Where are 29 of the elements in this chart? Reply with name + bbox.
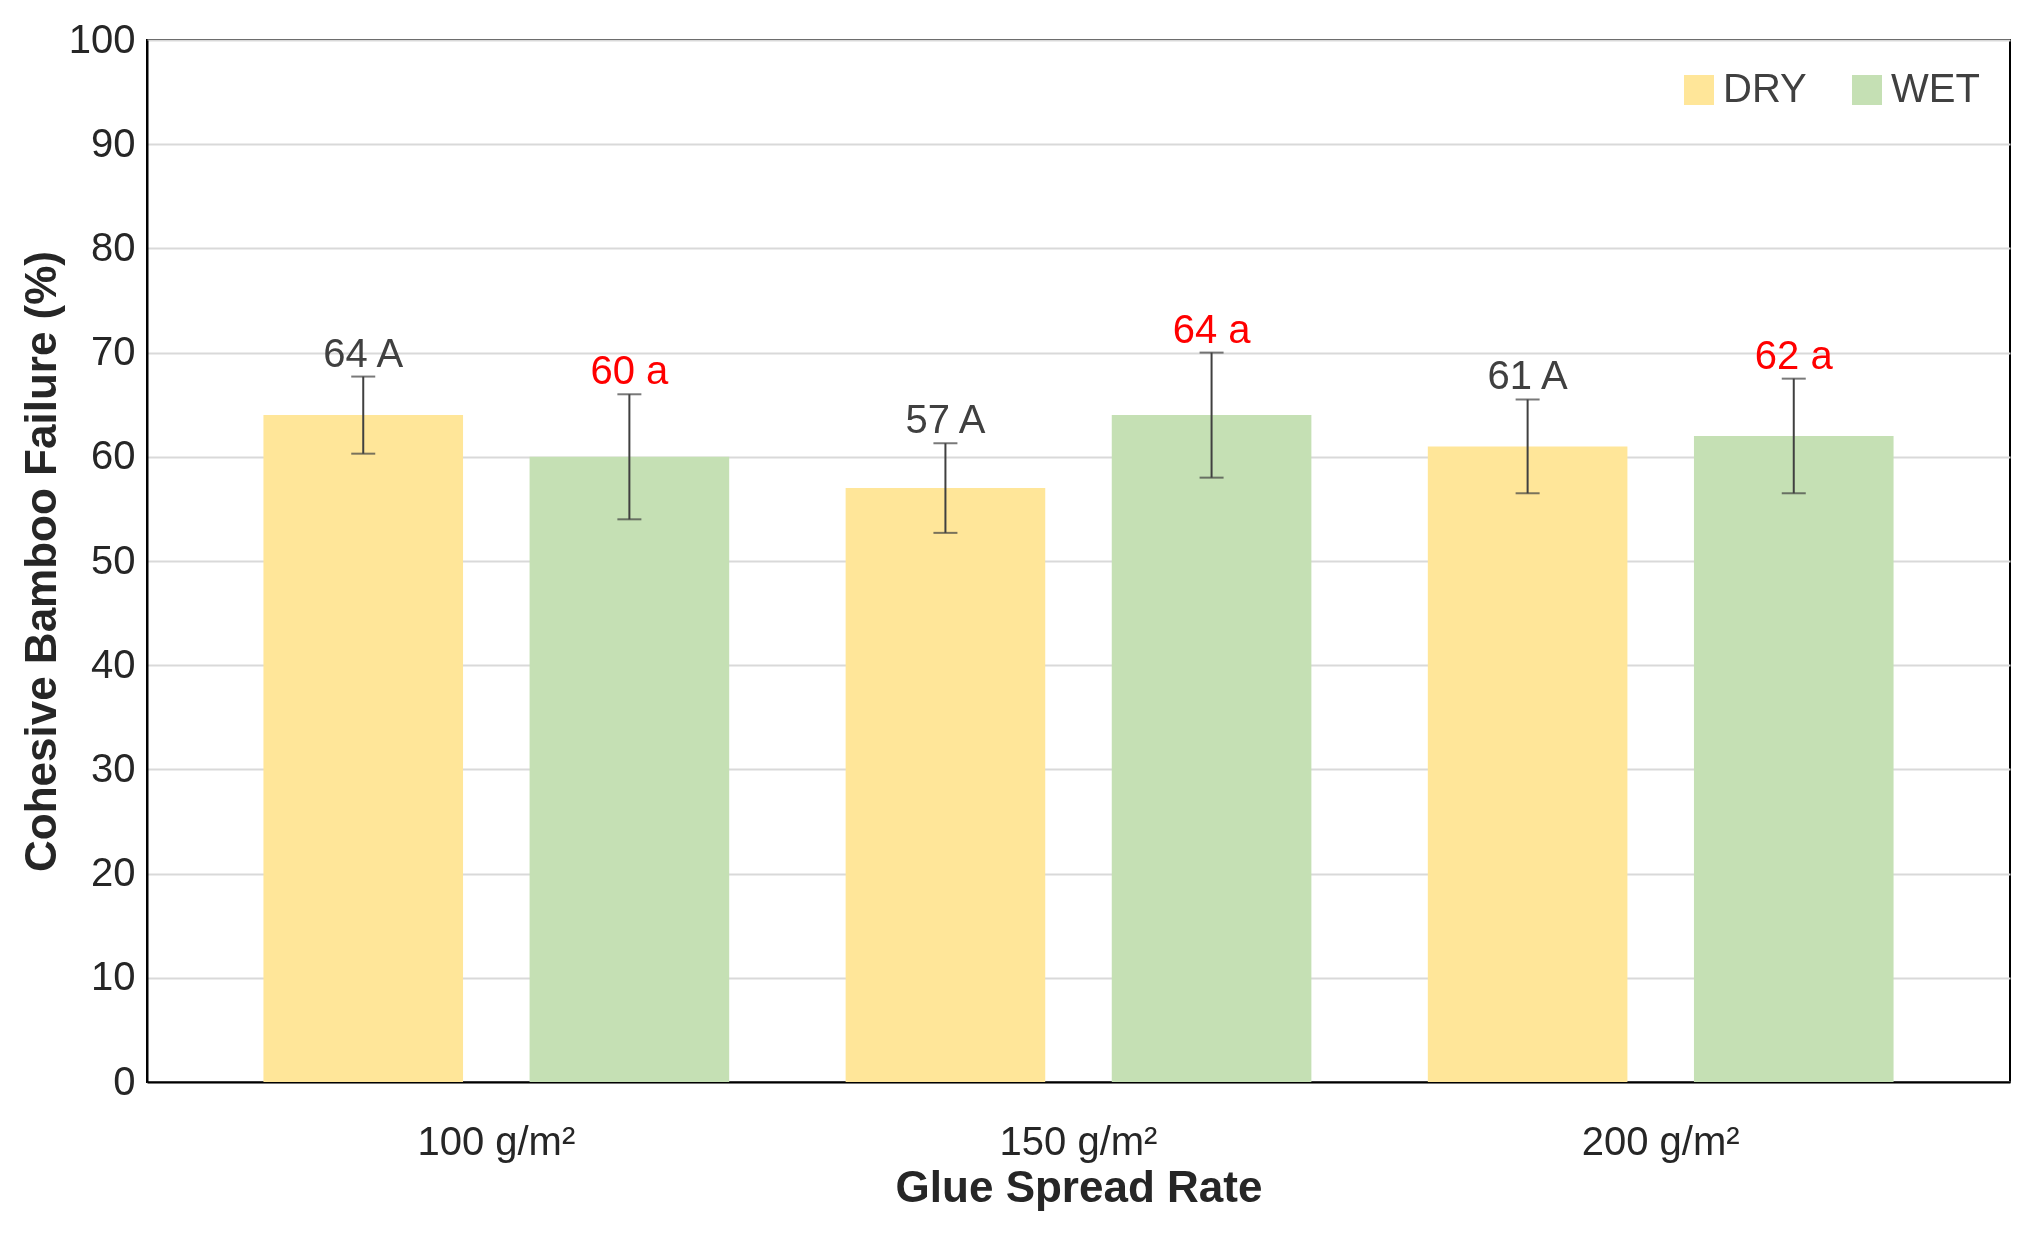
bar xyxy=(845,488,1046,1082)
y-tick-label: 70 xyxy=(91,329,136,374)
bar xyxy=(1111,415,1312,1082)
y-tick-label: 20 xyxy=(91,850,136,895)
data-label: 57 A xyxy=(905,397,986,442)
y-axis-title: Cohesive Bamboo Failure (%) xyxy=(15,250,65,873)
x-tick-label: 200 g/m² xyxy=(1581,1118,1740,1163)
y-tick-label: 10 xyxy=(91,954,136,999)
bar xyxy=(1427,446,1628,1082)
legend-label: DRY xyxy=(1723,66,1807,110)
y-tick-label: 60 xyxy=(91,433,136,478)
y-tick-label: 80 xyxy=(91,224,136,269)
y-tick-label: 50 xyxy=(91,537,136,582)
bar xyxy=(1693,435,1894,1082)
data-label: 64 A xyxy=(323,330,404,375)
y-tick-label: 0 xyxy=(113,1058,136,1103)
data-label: 62 a xyxy=(1754,332,1834,377)
data-label: 64 a xyxy=(1172,306,1252,351)
y-tick-label: 30 xyxy=(91,745,136,790)
data-label: 60 a xyxy=(590,348,670,393)
bar xyxy=(529,456,730,1082)
y-tick-label: 90 xyxy=(91,120,136,165)
y-tick-label: 100 xyxy=(68,16,136,61)
bar xyxy=(263,415,464,1082)
x-tick-label: 150 g/m² xyxy=(999,1118,1158,1163)
y-tick-label: 40 xyxy=(91,641,136,686)
data-label: 61 A xyxy=(1487,353,1568,398)
x-tick-label: 100 g/m² xyxy=(417,1118,576,1163)
legend-label: WET xyxy=(1891,66,1980,110)
